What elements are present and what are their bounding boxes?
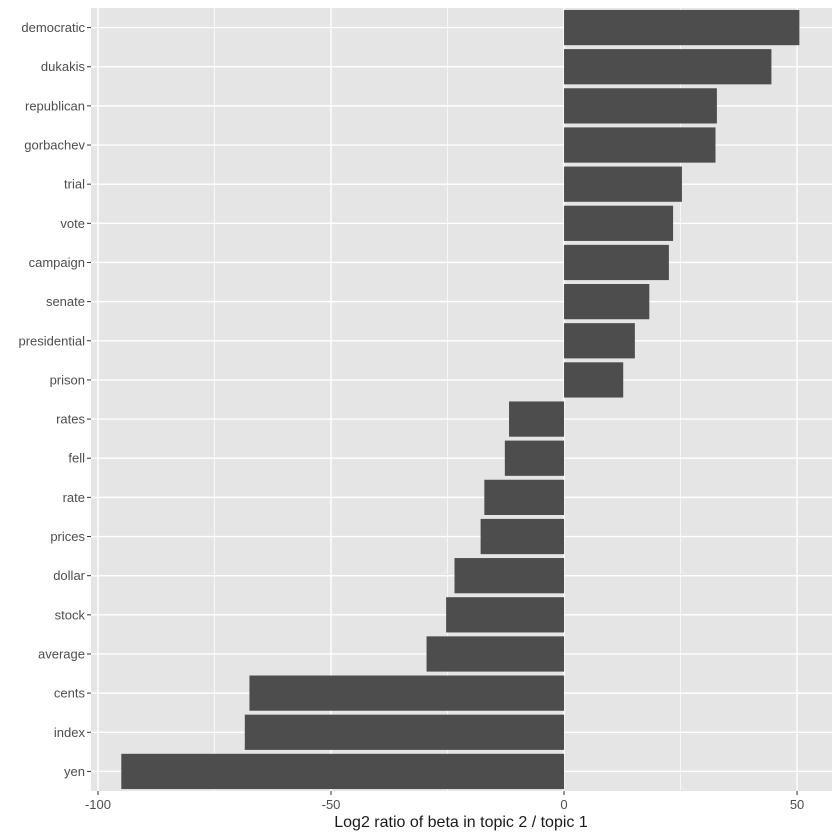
y-tick-label: prices bbox=[50, 529, 85, 544]
bar-trial bbox=[564, 166, 682, 202]
plot-panel bbox=[91, 8, 832, 791]
y-tick-label: democratic bbox=[21, 20, 85, 35]
bar-index bbox=[244, 714, 565, 750]
bar-democratic bbox=[564, 9, 800, 46]
bar-presidential bbox=[564, 323, 635, 359]
x-axis-title: Log2 ratio of beta in topic 2 / topic 1 bbox=[334, 814, 588, 831]
y-tick-label: republican bbox=[25, 98, 85, 113]
bar-rate bbox=[484, 479, 565, 515]
bar-fell bbox=[504, 440, 565, 476]
bars bbox=[121, 9, 800, 790]
y-tick-label: campaign bbox=[29, 255, 85, 270]
bar-republican bbox=[564, 88, 717, 124]
x-tick-label: 0 bbox=[560, 797, 567, 812]
y-tick-label: trial bbox=[64, 177, 85, 192]
y-tick-label: vote bbox=[60, 216, 85, 231]
y-tick-label: presidential bbox=[19, 333, 86, 348]
bar-dukakis bbox=[564, 49, 772, 85]
y-tick-label: rates bbox=[56, 412, 85, 427]
y-tick-label: gorbachev bbox=[24, 138, 85, 153]
bar-yen bbox=[121, 753, 565, 790]
bar-cents bbox=[249, 675, 565, 711]
bar-campaign bbox=[564, 244, 669, 281]
x-tick-label: -50 bbox=[322, 797, 341, 812]
bar-senate bbox=[564, 284, 650, 320]
y-tick-label: senate bbox=[46, 294, 85, 309]
y-tick-label: fell bbox=[68, 451, 85, 466]
bar-prices bbox=[480, 518, 565, 555]
y-tick-label: yen bbox=[64, 764, 85, 779]
y-tick-label: dukakis bbox=[41, 59, 86, 74]
y-tick-label: dollar bbox=[53, 568, 85, 583]
y-tick-label: index bbox=[54, 725, 86, 740]
y-tick-label: cents bbox=[54, 686, 86, 701]
bar-dollar bbox=[454, 558, 565, 594]
y-axis: democratic dukakis republican gorbachev tria… bbox=[19, 20, 91, 779]
x-tick-label: -100 bbox=[85, 797, 111, 812]
y-tick-label: prison bbox=[50, 372, 85, 387]
bar-stock bbox=[446, 597, 565, 633]
bar-rates bbox=[509, 401, 565, 437]
y-tick-label: stock bbox=[55, 607, 86, 622]
bar-average bbox=[426, 636, 565, 672]
bar-vote bbox=[564, 205, 674, 241]
x-axis: -100 -50 0 50 bbox=[85, 791, 804, 812]
y-tick-label: average bbox=[38, 646, 85, 661]
bar-gorbachev bbox=[564, 127, 716, 163]
y-tick-label: rate bbox=[63, 490, 85, 505]
x-tick-label: 50 bbox=[790, 797, 804, 812]
bar-prison bbox=[564, 362, 624, 398]
